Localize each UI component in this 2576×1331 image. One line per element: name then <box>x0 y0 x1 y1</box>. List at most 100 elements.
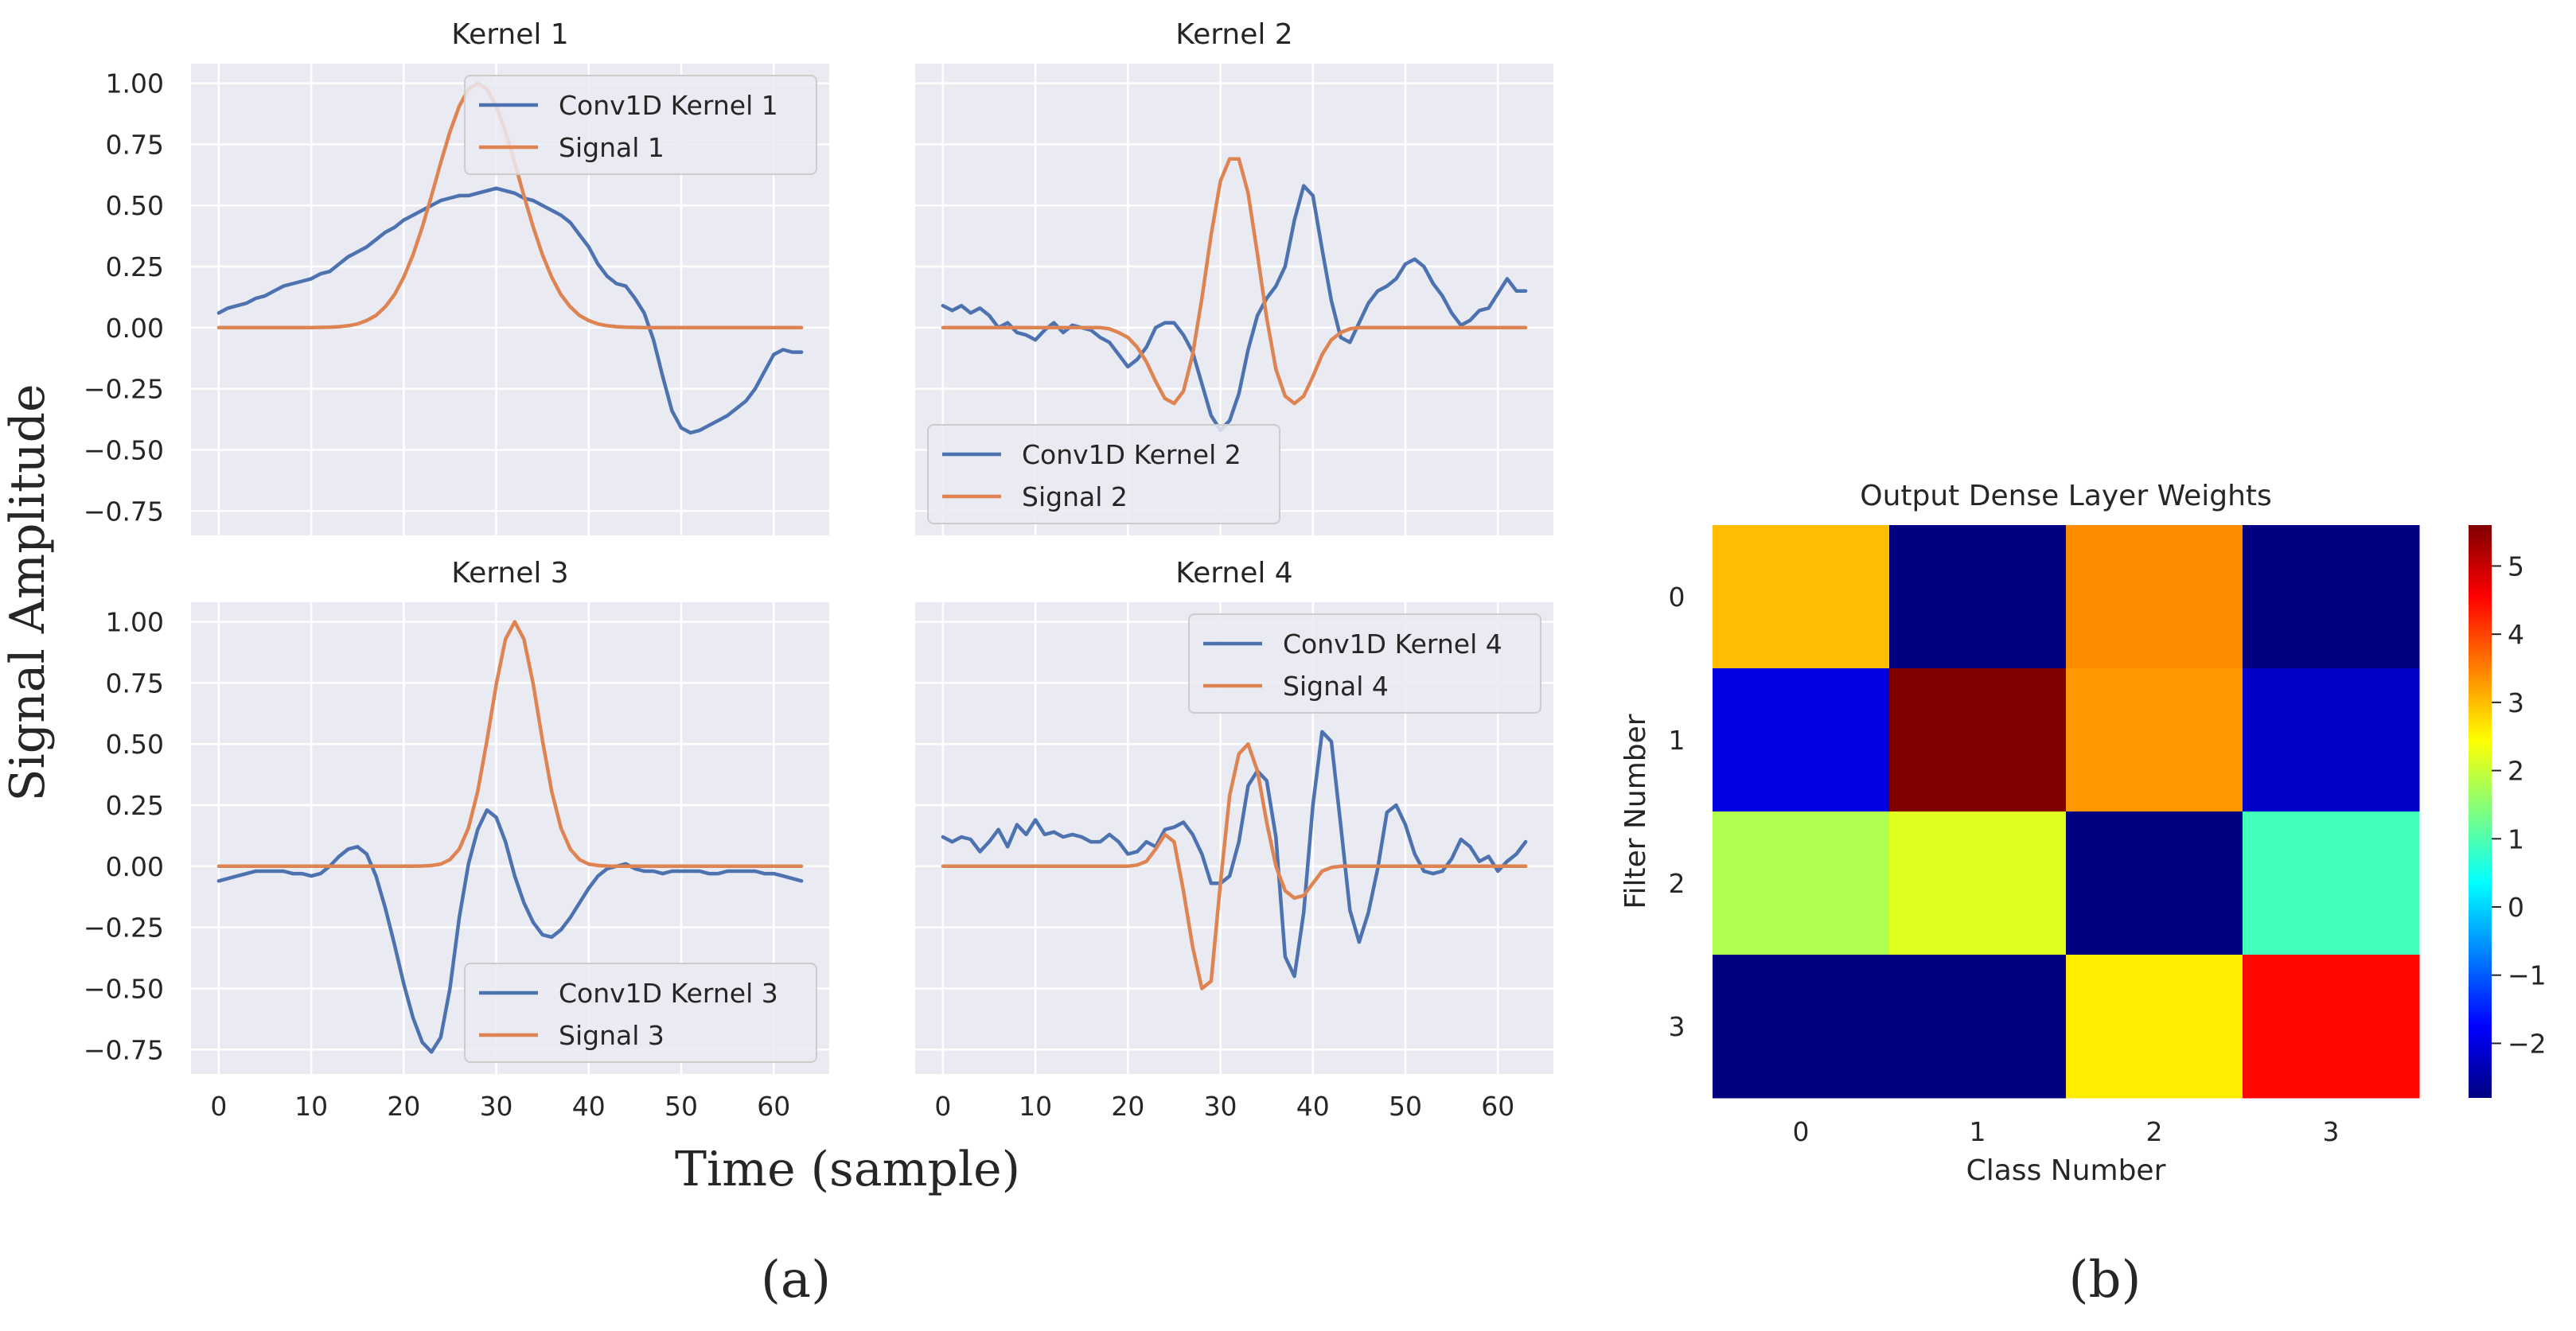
line-chart-panel-1: −0.75 −0.50 −0.25 0.00 0.25 0.50 0.75 1.00 Kerne… <box>84 18 829 535</box>
y-tick-label: 0.75 <box>106 129 164 160</box>
series-line-kernel <box>941 184 1528 433</box>
heatmap-cell <box>1713 811 1890 955</box>
x-tick-label: 20 <box>387 1091 420 1122</box>
y-tick-label: 0.50 <box>106 729 164 760</box>
shared-y-axis-label: Signal Amplitude <box>0 383 56 801</box>
heatmap-cell <box>2066 955 2243 1099</box>
x-tick-label: 30 <box>1204 1091 1237 1122</box>
heatmap-title: Output Dense Layer Weights <box>1860 480 2272 512</box>
colorbar-tick-label: 3 <box>2508 687 2524 718</box>
panel-title: Kernel 2 <box>1175 18 1292 51</box>
colorbar-ramp <box>2469 525 2492 1098</box>
y-tick-label: −0.75 <box>84 1034 164 1065</box>
x-tick-label: 0 <box>210 1091 227 1122</box>
legend-label: Conv1D Kernel 2 <box>1022 439 1241 470</box>
heatmap-cell <box>1713 525 1890 669</box>
y-tick-label: 1.00 <box>106 607 164 638</box>
legend: Conv1D Kernel 3 Signal 3 <box>464 963 817 1063</box>
y-tick-label: 0.00 <box>106 851 164 882</box>
heatmap-x-tick-label: 3 <box>2323 1116 2340 1147</box>
colorbar-tick-label: 0 <box>2508 892 2524 923</box>
y-tick-label: 0.25 <box>106 251 164 282</box>
heatmap-cell <box>2243 668 2420 812</box>
series-line-signal <box>941 157 1528 406</box>
line-chart-panel-4: 0 10 20 30 40 50 60 Kernel 4 Conv1D Kernel 4 Sign… <box>915 557 1553 1122</box>
legend-label: Signal 4 <box>1283 671 1389 702</box>
x-tick-label: 60 <box>1481 1091 1514 1122</box>
legend: Conv1D Kernel 1 Signal 1 <box>464 75 817 175</box>
heatmap-cell <box>2243 525 2420 669</box>
subfigure-label-a: (a) <box>761 1251 831 1310</box>
heatmap-x-tick-label: 2 <box>2146 1116 2163 1147</box>
shared-x-axis-label: Time (sample) <box>675 1142 1020 1197</box>
legend-label: Signal 2 <box>1022 481 1128 512</box>
colorbar: −2 −1 0 1 2 3 4 5 <box>2469 525 2547 1098</box>
colorbar-tick-label: 1 <box>2508 823 2524 854</box>
colorbar-tick-label: −2 <box>2508 1028 2547 1059</box>
y-tick-label: 0.25 <box>106 790 164 821</box>
x-tick-label: 0 <box>934 1091 951 1122</box>
x-tick-label: 20 <box>1111 1091 1144 1122</box>
x-tick-label: 30 <box>480 1091 513 1122</box>
subfigure-label-b: (b) <box>2069 1251 2141 1310</box>
heatmap-x-tick-label: 1 <box>1970 1116 1986 1147</box>
legend: Conv1D Kernel 4 Signal 4 <box>1188 613 1541 714</box>
colorbar-tick-label: 4 <box>2508 619 2524 650</box>
x-tick-label: 40 <box>1296 1091 1330 1122</box>
legend-label: Conv1D Kernel 3 <box>559 978 778 1009</box>
heatmap-cell <box>1889 668 2067 812</box>
colorbar-tick-label: 5 <box>2508 551 2524 582</box>
x-tick-label: 10 <box>294 1091 328 1122</box>
y-tick-label: 0.75 <box>106 667 164 699</box>
heatmap-y-tick-label: 0 <box>1669 582 1686 613</box>
y-tick-label: 1.00 <box>106 68 164 99</box>
legend-label: Signal 3 <box>559 1020 664 1051</box>
legend-label: Conv1D Kernel 4 <box>1283 629 1502 660</box>
heatmap-cell <box>2243 811 2420 955</box>
legend-box <box>927 424 1280 524</box>
y-tick-label: −0.50 <box>84 973 164 1004</box>
heatmap-x-tick-label: 0 <box>1793 1116 1810 1147</box>
y-tick-label: 0.00 <box>106 313 164 344</box>
heatmap-cell <box>2066 525 2243 669</box>
legend: Conv1D Kernel 2 Signal 2 <box>927 424 1280 524</box>
x-tick-label: 50 <box>664 1091 698 1122</box>
line-chart-panel-3: −0.75 −0.50 −0.25 0.00 0.25 0.50 0.75 1.00 0 10 20… <box>84 557 829 1122</box>
heatmap-chart: 0 1 2 3 0 1 2 3 Output Dense Layer Weights Class … <box>1619 480 2547 1187</box>
x-tick-label: 50 <box>1389 1091 1422 1122</box>
y-tick-label: −0.75 <box>84 496 164 527</box>
panel-title: Kernel 4 <box>1175 557 1292 590</box>
line-chart-panel-2: Kernel 2 Conv1D Kernel 2 Signal 2 <box>915 18 1553 535</box>
y-tick-label: 0.50 <box>106 190 164 221</box>
series-line-kernel <box>941 730 1528 979</box>
panel-title: Kernel 1 <box>451 18 568 51</box>
heatmap-cell <box>1713 955 1890 1099</box>
x-tick-label: 10 <box>1019 1091 1052 1122</box>
charts-group: −0.75 −0.50 −0.25 0.00 0.25 0.50 0.75 1.00 Kerne… <box>84 18 2547 1187</box>
heatmap-cell <box>2243 955 2420 1099</box>
legend-box <box>1188 613 1541 714</box>
heatmap-cell <box>1889 811 2067 955</box>
series-line-kernel <box>216 808 804 1054</box>
legend-label: Conv1D Kernel 1 <box>559 90 778 121</box>
series-line-kernel <box>216 186 804 435</box>
series-line-signal <box>941 741 1528 990</box>
legend-label: Signal 1 <box>559 132 664 163</box>
heatmap-y-axis-label: Filter Number <box>1619 714 1652 909</box>
legend-box <box>464 963 817 1063</box>
heatmap-y-tick-label: 2 <box>1669 868 1686 899</box>
heatmap-cell <box>1889 525 2067 669</box>
panel-title: Kernel 3 <box>451 557 568 590</box>
heatmap-cell <box>1713 668 1890 812</box>
colorbar-tick-label: −1 <box>2508 960 2547 991</box>
heatmap-y-tick-label: 1 <box>1669 725 1686 756</box>
y-tick-label: −0.25 <box>84 374 164 405</box>
colorbar-tick-label: 2 <box>2508 756 2524 787</box>
heatmap-x-axis-label: Class Number <box>1966 1154 2166 1187</box>
y-tick-label: −0.25 <box>84 913 164 944</box>
heatmap-cell <box>1889 955 2067 1099</box>
y-tick-label: −0.50 <box>84 434 164 465</box>
x-tick-label: 60 <box>757 1091 790 1122</box>
heatmap-cell <box>2066 811 2243 955</box>
